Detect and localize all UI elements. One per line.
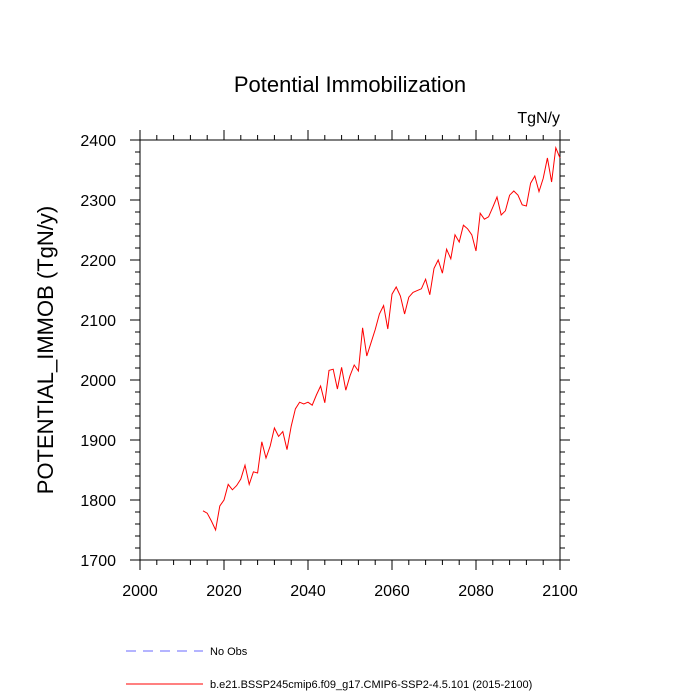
x-tick-label: 2040 xyxy=(290,583,326,600)
series-line xyxy=(202,145,561,532)
tick-labels: 2000 2020 2040 2060 2080 2100 1700 1800 1900 2000… xyxy=(80,133,577,600)
y-tick-label: 2300 xyxy=(80,193,116,210)
units-label: TgN/y xyxy=(517,110,560,127)
y-axis-label: POTENTIAL_IMMOB (TgN/y) xyxy=(33,206,58,494)
x-tick-label: 2020 xyxy=(206,583,242,600)
y-tick-label: 2100 xyxy=(80,313,116,330)
legend: No Obs b.e21.BSSP245cmip6.f09_g17.CMIP6-S… xyxy=(126,646,532,691)
y-tick-label: 1800 xyxy=(80,493,116,510)
y-tick-label: 1900 xyxy=(80,433,116,450)
legend-label: b.e21.BSSP245cmip6.f09_g17.CMIP6-SSP2-4.… xyxy=(210,679,532,691)
legend-label: No Obs xyxy=(210,646,248,658)
x-tick-label: 2080 xyxy=(458,583,494,600)
plot-frame xyxy=(139,139,561,561)
y-tick-label: 2400 xyxy=(80,133,116,150)
y-tick-label: 1700 xyxy=(80,553,116,570)
series-layer xyxy=(202,145,561,532)
x-tick-label: 2000 xyxy=(122,583,158,600)
y-tick-label: 2200 xyxy=(80,253,116,270)
chart-title: Potential Immobilization xyxy=(234,72,466,97)
x-tick-label: 2100 xyxy=(542,583,578,600)
y-tick-label: 2000 xyxy=(80,373,116,390)
axis-ticks xyxy=(130,130,570,570)
x-tick-label: 2060 xyxy=(374,583,410,600)
